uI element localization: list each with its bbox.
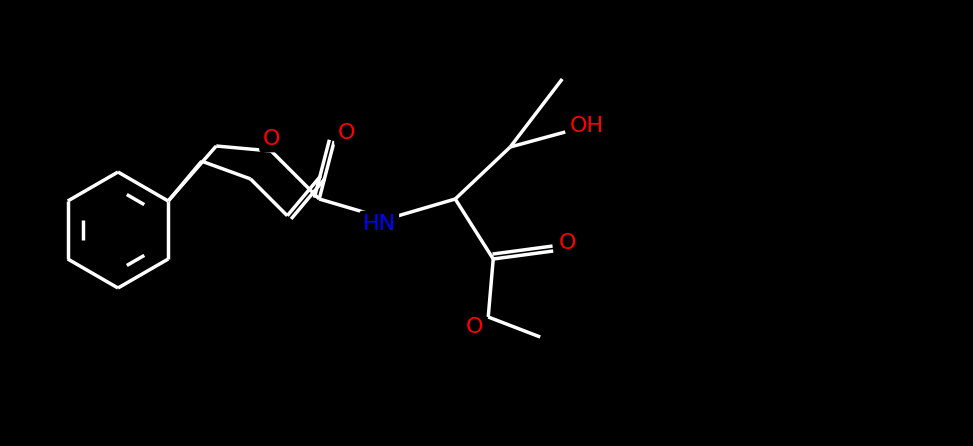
- Text: HN: HN: [363, 214, 396, 234]
- Text: O: O: [263, 129, 280, 149]
- Text: OH: OH: [570, 116, 604, 136]
- Text: O: O: [559, 233, 576, 253]
- Text: O: O: [465, 317, 483, 337]
- Text: O: O: [338, 123, 355, 143]
